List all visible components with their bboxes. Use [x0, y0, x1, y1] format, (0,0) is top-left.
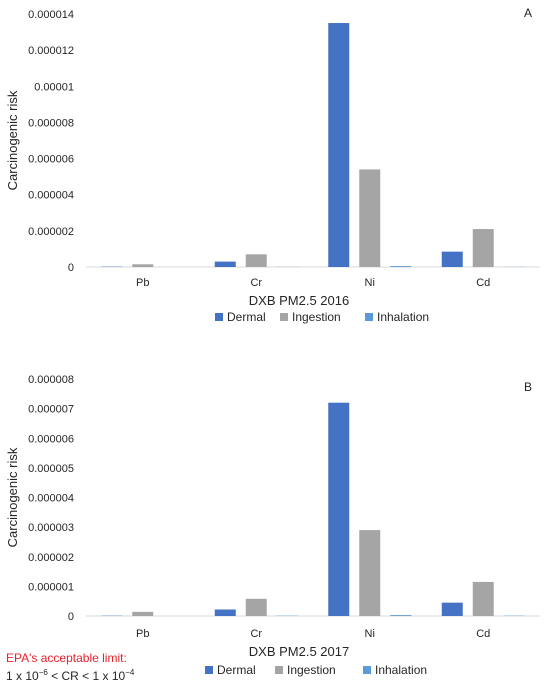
panel-b-y-tick-label: 0.000002 [28, 552, 74, 564]
panel-a-y-tick-label: 0.000012 [28, 45, 74, 57]
panel-b-bar-ingestion-cd [472, 581, 494, 616]
panel-a-y-tick-label: 0.000008 [28, 117, 74, 129]
panel-b-category-label: Cr [250, 628, 262, 640]
panel-b-y-tick-label: 0.000004 [28, 493, 74, 505]
panel-b-bar-dermal-ni [328, 402, 350, 616]
panel-b-y-axis-title: Carcinogenic risk [5, 447, 20, 547]
panel-b-x-axis-title: DXB PM2.5 2017 [249, 644, 349, 659]
panel-a-label: A [524, 6, 532, 20]
epa-limit-title: EPA's acceptable limit: [6, 651, 127, 665]
panel-a-bar-dermal-cr [214, 261, 236, 267]
panel-a-bar-ingestion-cr [245, 254, 267, 267]
epa-limit-formula: 1 x 10−6 < CR < 1 x 10−4 [6, 668, 135, 683]
panel-a-y-tick-label: 0.00001 [34, 81, 74, 93]
panel-b-y-tick-label: 0.000005 [28, 463, 74, 475]
panel-b-y-tick-label: 0.000003 [28, 522, 74, 534]
panel-a-bar-ingestion-ni [359, 169, 381, 267]
panel-b-y-tick-label: 0.000007 [28, 404, 74, 416]
panel-b-legend-label-inhalation: Inhalation [375, 663, 427, 677]
panel-a-category-label: Ni [365, 277, 375, 289]
panel-b-category-label: Cd [476, 628, 490, 640]
panel-a-y-tick-label: 0.000006 [28, 154, 74, 166]
panel-a-bar-dermal-ni [328, 23, 350, 267]
panel-b-legend-swatch-ingestion [275, 666, 283, 674]
panel-a-category-label: Cr [250, 277, 262, 289]
panel-a-y-tick-label: 0.000014 [28, 9, 74, 21]
panel-a-bar-ingestion-pb [132, 264, 154, 267]
panel-b-legend-swatch-inhalation [363, 666, 371, 674]
panel-a-legend-swatch-ingestion [280, 313, 288, 321]
panel-a-legend-swatch-dermal [215, 313, 223, 321]
panel-b-y-tick-label: 0.000008 [28, 374, 74, 386]
panel-a-category-label: Cd [476, 277, 490, 289]
panel-a-bar-dermal-cd [441, 251, 463, 267]
panel-a-y-tick-label: 0 [68, 262, 74, 274]
panel-b-y-tick-label: 0.000001 [28, 581, 74, 593]
panel-b-legend-swatch-dermal [205, 666, 213, 674]
panel-b-category-label: Ni [365, 628, 375, 640]
panel-a-y-tick-label: 0.000004 [28, 190, 74, 202]
panel-b-bar-ingestion-ni [359, 530, 381, 616]
panel-b-bar-ingestion-pb [132, 611, 154, 616]
panel-a-bar-ingestion-cd [472, 229, 494, 267]
panel-a-legend-label-dermal: Dermal [227, 310, 266, 324]
panel-b-bar-inhalation-ni [390, 615, 412, 616]
panel-b-y-tick-label: 0 [68, 611, 74, 623]
panel-a-legend-swatch-inhalation [365, 313, 373, 321]
panel-a-y-tick-label: 0.000002 [28, 226, 74, 238]
panel-a-legend-label-inhalation: Inhalation [377, 310, 429, 324]
panel-b-legend-label-dermal: Dermal [217, 663, 256, 677]
panel-b-label: B [524, 380, 532, 394]
panel-b-bar-dermal-cd [441, 602, 463, 616]
panel-b-bar-dermal-cr [214, 609, 236, 616]
panel-b-legend-label-ingestion: Ingestion [287, 663, 336, 677]
panel-b-bar-ingestion-cr [245, 598, 267, 616]
panel-a-y-axis-title: Carcinogenic risk [5, 90, 20, 190]
panel-a-bar-inhalation-ni [390, 266, 412, 267]
panel-a-category-label: Pb [136, 277, 149, 289]
panel-b-y-tick-label: 0.000006 [28, 433, 74, 445]
panel-a-x-axis-title: DXB PM2.5 2016 [249, 293, 349, 308]
panel-a-legend-label-ingestion: Ingestion [292, 310, 341, 324]
panel-b-category-label: Pb [136, 628, 149, 640]
